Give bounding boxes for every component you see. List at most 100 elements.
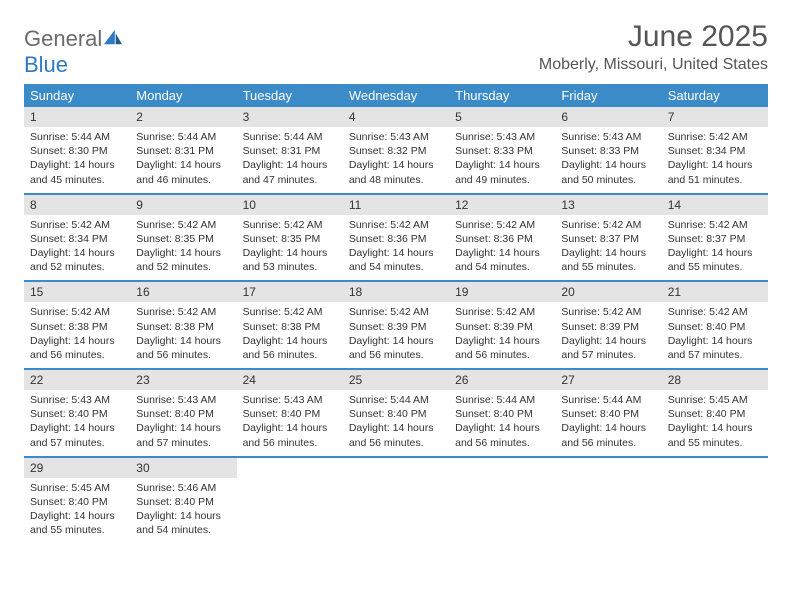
sunrise-text: Sunrise: 5:42 AM (668, 130, 762, 144)
daylight-text-2: and 56 minutes. (349, 436, 443, 450)
daylight-text-1: Daylight: 14 hours (30, 334, 124, 348)
sunrise-text: Sunrise: 5:42 AM (243, 218, 337, 232)
sunrise-text: Sunrise: 5:42 AM (668, 218, 762, 232)
day-number-cell: 2 (130, 107, 236, 127)
day-content-cell: Sunrise: 5:45 AMSunset: 8:40 PMDaylight:… (662, 390, 768, 456)
day-number-cell: 10 (237, 195, 343, 215)
sunset-text: Sunset: 8:38 PM (30, 320, 124, 334)
day-content-cell: Sunrise: 5:46 AMSunset: 8:40 PMDaylight:… (130, 478, 236, 544)
sunrise-text: Sunrise: 5:43 AM (136, 393, 230, 407)
sunrise-text: Sunrise: 5:44 AM (455, 393, 549, 407)
daylight-text-2: and 55 minutes. (561, 260, 655, 274)
daylight-text-1: Daylight: 14 hours (349, 246, 443, 260)
sunset-text: Sunset: 8:34 PM (668, 144, 762, 158)
sunset-text: Sunset: 8:31 PM (136, 144, 230, 158)
sunrise-text: Sunrise: 5:42 AM (136, 305, 230, 319)
sunset-text: Sunset: 8:39 PM (561, 320, 655, 334)
day-content-cell: Sunrise: 5:42 AMSunset: 8:36 PMDaylight:… (449, 215, 555, 281)
day-content-cell: Sunrise: 5:42 AMSunset: 8:38 PMDaylight:… (130, 302, 236, 368)
daylight-text-2: and 56 minutes. (561, 436, 655, 450)
day-content-cell: Sunrise: 5:44 AMSunset: 8:40 PMDaylight:… (449, 390, 555, 456)
daylight-text-1: Daylight: 14 hours (30, 421, 124, 435)
title-block: June 2025 Moberly, Missouri, United Stat… (539, 20, 768, 74)
day-content-cell (343, 478, 449, 544)
daylight-text-2: and 56 minutes. (349, 348, 443, 362)
day-content-cell: Sunrise: 5:43 AMSunset: 8:40 PMDaylight:… (237, 390, 343, 456)
sunrise-text: Sunrise: 5:43 AM (561, 130, 655, 144)
day-number-cell: 12 (449, 195, 555, 215)
logo-text-general: General (24, 26, 102, 51)
day-content-cell: Sunrise: 5:42 AMSunset: 8:39 PMDaylight:… (555, 302, 661, 368)
day-content-cell: Sunrise: 5:44 AMSunset: 8:40 PMDaylight:… (555, 390, 661, 456)
day-number-cell: 26 (449, 370, 555, 390)
sunrise-text: Sunrise: 5:42 AM (455, 218, 549, 232)
daylight-text-1: Daylight: 14 hours (243, 158, 337, 172)
day-content-cell: Sunrise: 5:42 AMSunset: 8:37 PMDaylight:… (555, 215, 661, 281)
sunrise-text: Sunrise: 5:46 AM (136, 481, 230, 495)
day-content-cell: Sunrise: 5:42 AMSunset: 8:34 PMDaylight:… (24, 215, 130, 281)
sunrise-text: Sunrise: 5:44 AM (243, 130, 337, 144)
day-number-cell: 22 (24, 370, 130, 390)
daylight-text-2: and 56 minutes. (136, 348, 230, 362)
day-header: Tuesday (237, 84, 343, 107)
daylight-text-2: and 50 minutes. (561, 173, 655, 187)
day-content-cell (555, 478, 661, 544)
sunset-text: Sunset: 8:37 PM (561, 232, 655, 246)
day-number-row: 15161718192021 (24, 282, 768, 302)
sunset-text: Sunset: 8:40 PM (668, 407, 762, 421)
sunset-text: Sunset: 8:40 PM (30, 407, 124, 421)
daylight-text-1: Daylight: 14 hours (349, 334, 443, 348)
sunrise-text: Sunrise: 5:44 AM (349, 393, 443, 407)
day-number-cell: 1 (24, 107, 130, 127)
daylight-text-1: Daylight: 14 hours (668, 421, 762, 435)
logo-sail-icon (102, 28, 124, 46)
daylight-text-2: and 46 minutes. (136, 173, 230, 187)
daylight-text-1: Daylight: 14 hours (30, 246, 124, 260)
calendar-table: Sunday Monday Tuesday Wednesday Thursday… (24, 84, 768, 543)
daylight-text-2: and 54 minutes. (349, 260, 443, 274)
day-content-cell: Sunrise: 5:43 AMSunset: 8:33 PMDaylight:… (449, 127, 555, 193)
day-number-cell: 25 (343, 370, 449, 390)
sunset-text: Sunset: 8:37 PM (668, 232, 762, 246)
day-header-row: Sunday Monday Tuesday Wednesday Thursday… (24, 84, 768, 107)
daylight-text-2: and 51 minutes. (668, 173, 762, 187)
sunrise-text: Sunrise: 5:43 AM (243, 393, 337, 407)
daylight-text-2: and 57 minutes. (561, 348, 655, 362)
sunset-text: Sunset: 8:40 PM (455, 407, 549, 421)
sunrise-text: Sunrise: 5:42 AM (30, 218, 124, 232)
day-content-cell: Sunrise: 5:42 AMSunset: 8:40 PMDaylight:… (662, 302, 768, 368)
day-content-cell: Sunrise: 5:42 AMSunset: 8:35 PMDaylight:… (130, 215, 236, 281)
day-content-row: Sunrise: 5:43 AMSunset: 8:40 PMDaylight:… (24, 390, 768, 456)
daylight-text-1: Daylight: 14 hours (561, 421, 655, 435)
location-label: Moberly, Missouri, United States (539, 56, 768, 74)
day-content-cell: Sunrise: 5:42 AMSunset: 8:38 PMDaylight:… (24, 302, 130, 368)
day-number-cell: 27 (555, 370, 661, 390)
day-content-cell: Sunrise: 5:42 AMSunset: 8:37 PMDaylight:… (662, 215, 768, 281)
sunrise-text: Sunrise: 5:44 AM (30, 130, 124, 144)
day-content-row: Sunrise: 5:45 AMSunset: 8:40 PMDaylight:… (24, 478, 768, 544)
sunrise-text: Sunrise: 5:44 AM (561, 393, 655, 407)
sunset-text: Sunset: 8:39 PM (349, 320, 443, 334)
header: General Blue June 2025 Moberly, Missouri… (24, 20, 768, 78)
day-content-cell: Sunrise: 5:43 AMSunset: 8:40 PMDaylight:… (130, 390, 236, 456)
sunset-text: Sunset: 8:36 PM (455, 232, 549, 246)
daylight-text-1: Daylight: 14 hours (668, 334, 762, 348)
daylight-text-1: Daylight: 14 hours (561, 158, 655, 172)
sunset-text: Sunset: 8:40 PM (349, 407, 443, 421)
daylight-text-2: and 56 minutes. (243, 348, 337, 362)
day-header: Friday (555, 84, 661, 107)
day-number-cell: 3 (237, 107, 343, 127)
day-number-cell (449, 458, 555, 478)
daylight-text-2: and 54 minutes. (136, 523, 230, 537)
daylight-text-1: Daylight: 14 hours (668, 158, 762, 172)
day-number-cell: 7 (662, 107, 768, 127)
daylight-text-2: and 56 minutes. (243, 436, 337, 450)
sunrise-text: Sunrise: 5:42 AM (243, 305, 337, 319)
day-content-cell (662, 478, 768, 544)
daylight-text-1: Daylight: 14 hours (30, 158, 124, 172)
page-title: June 2025 (539, 20, 768, 54)
day-number-row: 1234567 (24, 107, 768, 127)
day-number-cell: 6 (555, 107, 661, 127)
sunrise-text: Sunrise: 5:43 AM (349, 130, 443, 144)
sunrise-text: Sunrise: 5:42 AM (561, 305, 655, 319)
